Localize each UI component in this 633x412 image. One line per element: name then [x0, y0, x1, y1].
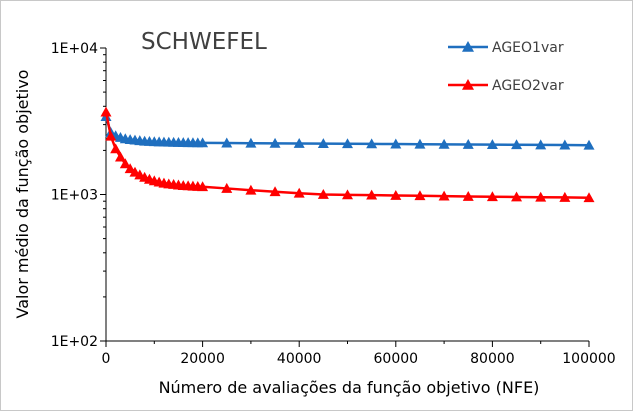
data-point [100, 106, 112, 117]
data-point [486, 191, 498, 202]
data-point [245, 184, 257, 195]
data-point [583, 139, 595, 150]
data-point [105, 130, 117, 141]
y-axis-title: Valor médio da função objetivo [13, 70, 32, 319]
legend: AGEO1var AGEO2var [448, 40, 564, 94]
legend-item: AGEO2var [448, 78, 564, 94]
x-tick-label: 0 [102, 351, 111, 367]
data-point [511, 139, 523, 150]
legend-label: AGEO2var [492, 78, 564, 94]
data-point [583, 192, 595, 203]
data-point [293, 137, 305, 148]
axes: 1E+02 1E+03 1E+04 0 20000 40000 60000 80000 1000… [51, 41, 616, 367]
data-point [390, 138, 402, 149]
data-point [119, 158, 131, 169]
data-point [511, 191, 523, 202]
data-point [245, 137, 257, 148]
y-tick-label: 1E+03 [51, 188, 98, 204]
data-point [221, 182, 233, 193]
data-point [559, 139, 571, 150]
data-point [414, 138, 426, 149]
data-point [317, 138, 329, 149]
data-point [342, 138, 353, 149]
data-point [486, 139, 498, 150]
data-point [317, 189, 329, 199]
x-tick-label: 60000 [374, 351, 419, 367]
legend-label: AGEO1var [492, 40, 564, 56]
y-tick-label: 1E+02 [51, 334, 98, 350]
data-point [438, 190, 450, 201]
data-point [221, 137, 233, 148]
data-point [269, 186, 281, 197]
data-point [559, 191, 571, 202]
series-layer [100, 106, 595, 203]
data-point [197, 181, 209, 192]
data-point [414, 190, 426, 201]
legend-item: AGEO1var [448, 40, 564, 56]
y-tick-label: 1E+04 [51, 41, 98, 57]
data-point [293, 187, 305, 198]
x-tick-label: 80000 [470, 351, 515, 367]
x-tick-label: 20000 [180, 351, 225, 367]
x-tick-label: 40000 [277, 351, 322, 367]
data-point [114, 151, 126, 162]
x-tick-label: 100000 [562, 351, 615, 367]
legend-marker [462, 41, 474, 52]
data-point [462, 190, 474, 201]
data-point [269, 137, 281, 148]
legend-marker [462, 79, 474, 90]
series-AGEO2var [100, 106, 595, 203]
data-point [535, 191, 547, 202]
data-point [438, 138, 450, 149]
data-point [342, 189, 353, 200]
series-AGEO1var [100, 111, 595, 150]
chart-title: SCHWEFEL [141, 29, 267, 55]
data-point [197, 137, 209, 148]
data-point [390, 189, 402, 200]
data-point [366, 138, 378, 149]
x-axis-title: Número de avaliações da função objetivo … [159, 378, 540, 397]
data-point [366, 189, 378, 200]
data-point [462, 138, 474, 149]
data-point [535, 139, 547, 150]
data-point [110, 143, 122, 154]
